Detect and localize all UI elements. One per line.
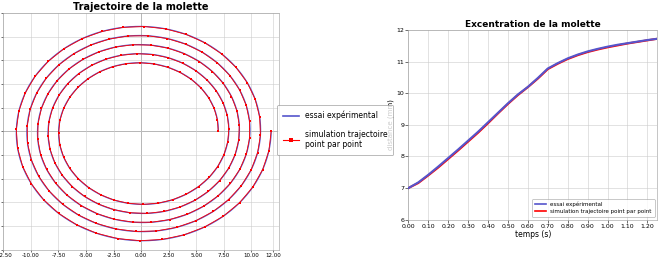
X-axis label: temps (s): temps (s): [515, 230, 551, 239]
Y-axis label: distance (mm): distance (mm): [387, 99, 394, 150]
Title: Excentration de la molette: Excentration de la molette: [465, 20, 601, 29]
Title: Trajectoire de la molette: Trajectoire de la molette: [73, 2, 209, 12]
Legend: essai expérimental, simulation trajectoire point par point: essai expérimental, simulation trajectoi…: [532, 199, 655, 217]
Legend: essai expérimental, simulation trajectoire
point par point: essai expérimental, simulation trajectoi…: [277, 105, 394, 155]
